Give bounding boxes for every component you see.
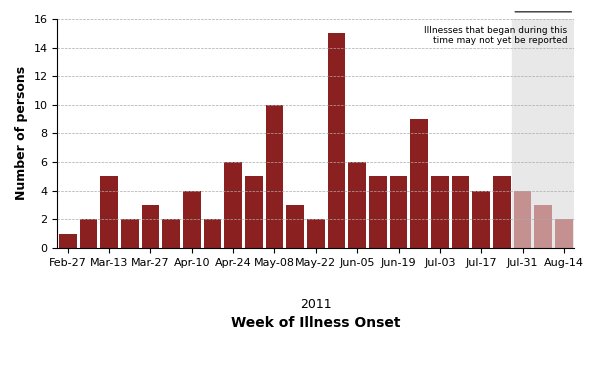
Bar (431, 176, 449, 248)
Bar (555, 219, 573, 248)
Bar (100, 176, 118, 248)
Bar (245, 176, 263, 248)
Bar (80, 219, 97, 248)
Bar (286, 205, 304, 248)
Bar (328, 33, 346, 248)
Bar (286, 205, 304, 248)
Bar (493, 176, 511, 248)
Bar (555, 219, 573, 248)
Bar (307, 219, 325, 248)
Bar (80, 219, 97, 248)
Bar (307, 219, 325, 248)
Bar (472, 191, 490, 248)
Bar (183, 191, 200, 248)
Bar (512, 19, 574, 248)
Bar (183, 191, 200, 248)
Bar (390, 176, 407, 248)
Text: Illnesses that began during this
time may not yet be reported: Illnesses that began during this time ma… (424, 26, 568, 45)
Bar (142, 205, 159, 248)
Bar (328, 33, 346, 248)
Y-axis label: Number of persons: Number of persons (15, 66, 28, 201)
Bar (349, 162, 366, 248)
Bar (535, 205, 552, 248)
Bar (452, 176, 469, 248)
Bar (121, 219, 139, 248)
Bar (121, 219, 139, 248)
Bar (224, 162, 242, 248)
Bar (100, 176, 118, 248)
Bar (266, 105, 283, 248)
Bar (514, 191, 532, 248)
Bar (535, 205, 552, 248)
Bar (472, 191, 490, 248)
Bar (59, 234, 77, 248)
Bar (452, 176, 469, 248)
Bar (142, 205, 159, 248)
Bar (514, 191, 532, 248)
Bar (493, 176, 511, 248)
Bar (410, 119, 428, 248)
Bar (431, 176, 449, 248)
Bar (203, 219, 221, 248)
Bar (390, 176, 407, 248)
Text: Week of Illness Onset: Week of Illness Onset (231, 316, 401, 330)
Bar (59, 234, 77, 248)
Bar (266, 105, 283, 248)
Bar (203, 219, 221, 248)
Bar (163, 219, 180, 248)
Bar (245, 176, 263, 248)
Bar (369, 176, 386, 248)
Bar (349, 162, 366, 248)
Bar (163, 219, 180, 248)
Bar (369, 176, 386, 248)
Bar (410, 119, 428, 248)
Text: 2011: 2011 (300, 298, 332, 311)
Bar (224, 162, 242, 248)
